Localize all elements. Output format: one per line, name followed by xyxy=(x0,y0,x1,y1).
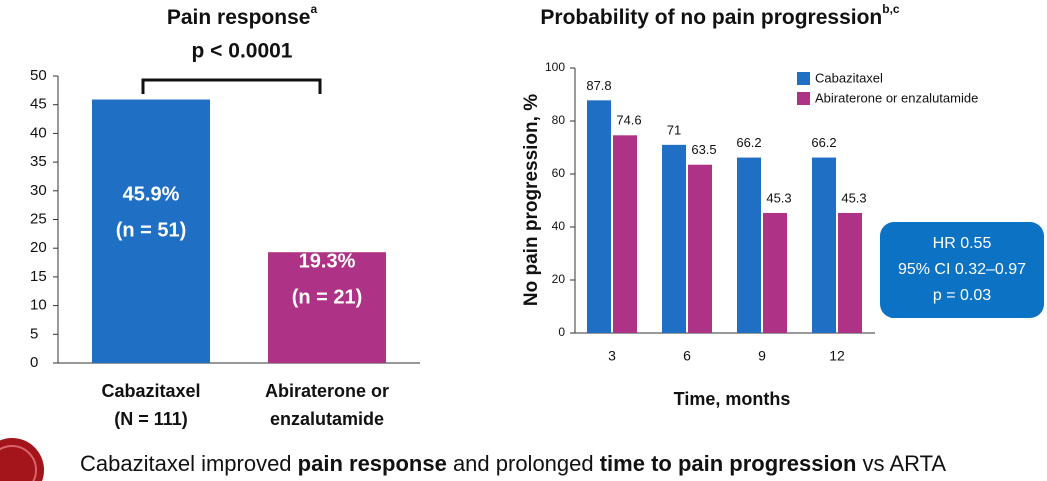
x-tick-label: 3 xyxy=(608,348,616,364)
bar xyxy=(812,157,836,333)
annotation-text: HR 0.55 xyxy=(933,235,992,252)
legend-label: Abiraterone or enzalutamide xyxy=(815,90,978,105)
bar xyxy=(613,135,637,333)
value-label: 45.3 xyxy=(766,190,791,205)
value-label: 66.2 xyxy=(811,135,836,150)
n-label: (n = 51) xyxy=(116,219,187,241)
y-axis-label: No pain progression, % xyxy=(521,94,542,306)
x-tick-label: 9 xyxy=(758,348,766,364)
value-label: 66.2 xyxy=(736,135,761,150)
y-tick-label: 15 xyxy=(30,268,47,285)
bar xyxy=(688,164,712,333)
y-tick-label: 100 xyxy=(545,60,565,74)
bar xyxy=(737,157,761,333)
legend-swatch xyxy=(797,92,810,105)
significance-bracket xyxy=(141,78,322,94)
value-label: 87.8 xyxy=(586,78,611,93)
y-tick-label: 0 xyxy=(558,325,565,339)
footer-plain: vs ARTA xyxy=(856,451,946,476)
footer-plain: Cabazitaxel improved xyxy=(80,451,298,476)
chart-title: Pain responsea xyxy=(167,2,318,28)
bar xyxy=(268,252,386,363)
bar xyxy=(838,212,862,333)
legend-swatch xyxy=(797,72,810,85)
y-tick-label: 45 xyxy=(30,96,47,113)
value-label: 45.3 xyxy=(841,190,866,205)
annotation-box xyxy=(880,222,1044,318)
x-tick-label: 6 xyxy=(683,348,691,364)
value-label: 19.3% xyxy=(299,250,356,272)
seal-ring xyxy=(0,445,37,481)
y-tick-label: 25 xyxy=(30,210,47,227)
y-tick-label: 50 xyxy=(30,67,47,84)
x-tick-label: (N = 111) xyxy=(114,409,188,429)
value-label: 71 xyxy=(667,122,681,137)
title-text: Pain response xyxy=(167,6,311,29)
footer-emphasis: pain response xyxy=(298,451,447,476)
legend-label: Cabazitaxel xyxy=(815,70,883,85)
bar xyxy=(662,144,686,333)
x-axis-label: Time, months xyxy=(674,389,791,409)
title-superscript: a xyxy=(310,2,317,16)
x-tick-label: enzalutamide xyxy=(270,409,384,429)
x-tick-label: Cabazitaxel xyxy=(101,381,200,401)
bar xyxy=(587,100,611,333)
annotation-text: 95% CI 0.32–0.97 xyxy=(898,261,1026,278)
value-label: 74.6 xyxy=(616,113,641,128)
subtitle: p < 0.0001 xyxy=(192,40,293,63)
y-tick-label: 20 xyxy=(30,239,47,256)
y-tick-label: 40 xyxy=(30,124,47,141)
chart-title: Probability of no pain progressionb,c xyxy=(540,2,900,28)
y-tick-label: 10 xyxy=(30,297,47,314)
footer-emphasis: time to pain progression xyxy=(600,451,857,476)
x-tick-label: 12 xyxy=(829,348,845,364)
title-superscript: b,c xyxy=(882,2,900,16)
value-label: 63.5 xyxy=(691,142,716,157)
footer-plain: and prolonged xyxy=(447,451,600,476)
footer-text: Cabazitaxel improved pain response and p… xyxy=(80,451,946,476)
y-tick-label: 40 xyxy=(552,219,566,233)
y-tick-label: 0 xyxy=(30,354,38,371)
annotation-text: p = 0.03 xyxy=(933,287,991,304)
y-tick-label: 35 xyxy=(30,153,47,170)
bar xyxy=(92,99,210,363)
y-tick-label: 80 xyxy=(552,113,566,127)
x-tick-label: Abiraterone or xyxy=(265,381,389,401)
y-tick-label: 5 xyxy=(30,325,38,342)
seal-decoration xyxy=(0,438,44,481)
title-text: Probability of no pain progression xyxy=(540,6,882,29)
y-tick-label: 20 xyxy=(552,272,566,286)
value-label: 45.9% xyxy=(123,183,180,205)
bar xyxy=(763,212,787,333)
y-tick-label: 30 xyxy=(30,182,47,199)
n-label: (n = 21) xyxy=(292,286,363,308)
y-tick-label: 60 xyxy=(552,166,566,180)
